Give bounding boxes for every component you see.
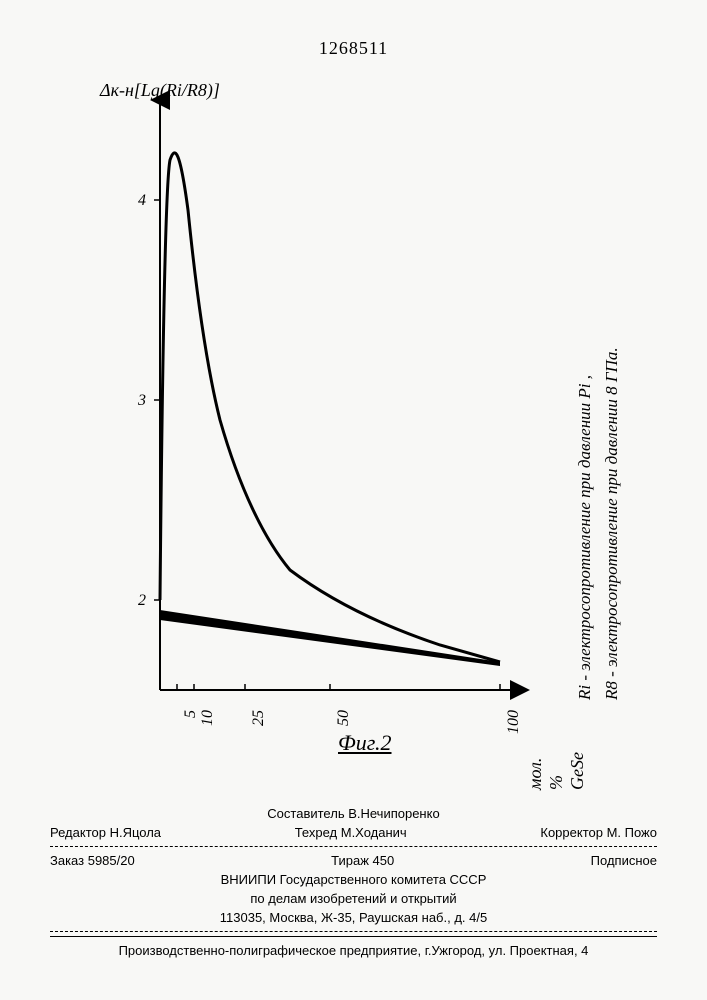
x-tick-5: 5 (182, 710, 200, 718)
document-number: 1268511 (319, 38, 388, 59)
x-tick-50: 50 (335, 710, 353, 726)
tirazh: Тираж 450 (331, 853, 394, 868)
x-tick-10: 10 (199, 710, 217, 726)
x-tick-25: 25 (250, 710, 268, 726)
figure-label: Фиг.2 (338, 730, 392, 756)
order: Заказ 5985/20 (50, 853, 135, 868)
corrector: Корректор М. Пожо (540, 825, 657, 840)
divider-dashed-1 (50, 846, 657, 847)
patent-page: 1268511 (0, 0, 707, 1000)
compiler: Составитель В.Нечипоренко (50, 804, 657, 823)
y-axis-label: Δк-н[Lg(Ri/R8)] (100, 80, 220, 680)
side-label-r8: R8 - электросопротивление при давлении 8… (602, 347, 622, 700)
subscription: Подписное (591, 853, 657, 868)
x-tick-100: 100 (505, 710, 523, 734)
x-axis-label: мол. % GeSe (525, 752, 588, 790)
address: 113035, Москва, Ж-35, Раушская наб., д. … (50, 908, 657, 927)
side-label-ri: Ri - электросопротивление при давлении P… (575, 375, 595, 700)
divider-solid (50, 936, 657, 937)
techred: Техред М.Ходанич (295, 825, 407, 840)
org2: по делам изобретений и открытий (50, 889, 657, 908)
footer: Составитель В.Нечипоренко Редактор Н.Яцо… (50, 804, 657, 960)
editor: Редактор Н.Яцола (50, 825, 161, 840)
printer: Производственно-полиграфическое предприя… (50, 941, 657, 960)
org1: ВНИИПИ Государственного комитета СССР (50, 870, 657, 889)
divider-dashed-2 (50, 931, 657, 932)
chart-container: 2 3 4 5 10 25 50 100 Δк-н[Lg(Ri/R8)] мол… (110, 90, 530, 740)
